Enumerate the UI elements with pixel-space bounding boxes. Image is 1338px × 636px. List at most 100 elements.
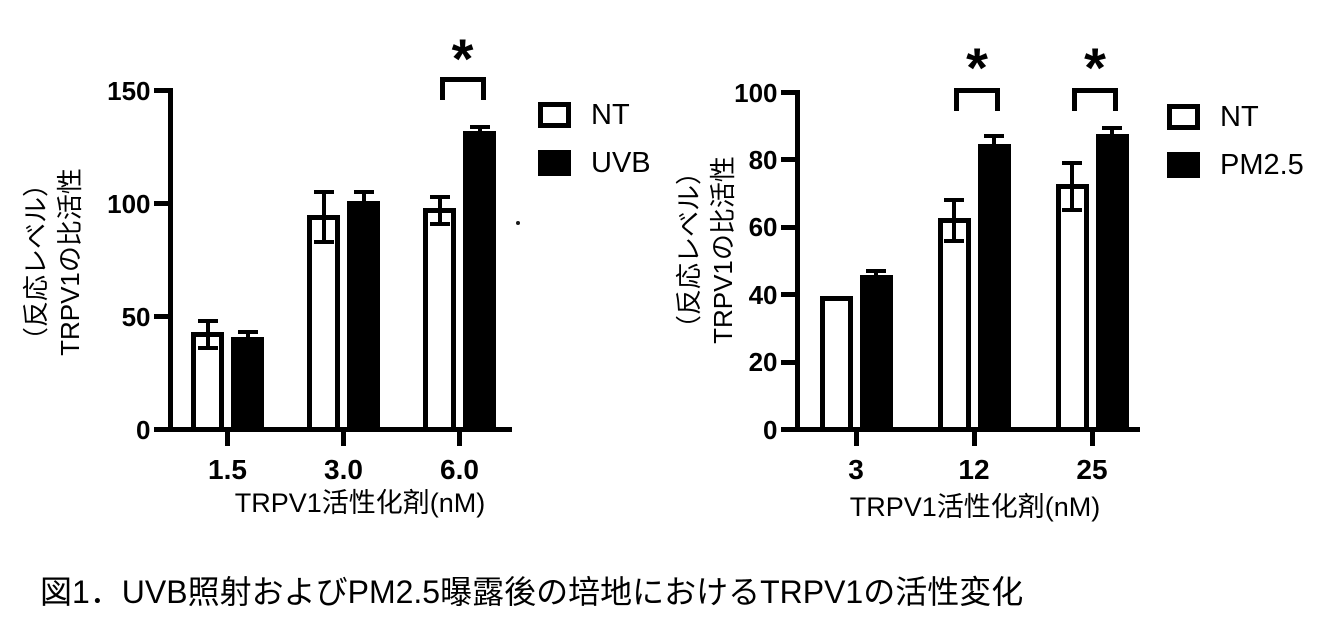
legend-swatch-pm25 xyxy=(1167,152,1200,178)
error-bar-cap-top xyxy=(866,269,886,274)
legend-item-uvb: UVB xyxy=(538,148,651,178)
x-axis-title-right: TRPV1活性化剤(nM) xyxy=(849,492,1101,522)
y-tick-mark xyxy=(154,88,168,93)
error-bar-cap-bottom xyxy=(353,212,374,217)
x-tick-mark xyxy=(971,432,977,446)
y-tick-mark xyxy=(781,292,795,298)
significance-bracket xyxy=(1072,88,1118,111)
y-axis-title-line2: （反応レベル） xyxy=(21,171,51,354)
error-bar-cap-top xyxy=(353,190,374,195)
error-bar-cap-bottom xyxy=(1102,142,1122,147)
legend-right: NT PM2.5 xyxy=(1167,102,1304,180)
error-bar-cap-top xyxy=(429,194,450,199)
error-bar-cap-bottom xyxy=(469,138,490,143)
legend-left: NT UVB xyxy=(538,100,651,178)
significance-bracket xyxy=(439,77,486,100)
significance-asterisk: * xyxy=(1084,36,1106,99)
x-tick-label: 6.0 xyxy=(440,453,479,485)
significance-asterisk: * xyxy=(451,27,474,90)
error-bar-cap-top xyxy=(984,134,1004,139)
y-tick-mark xyxy=(154,427,168,432)
bar-uvb-6.0 xyxy=(463,130,496,432)
error-bar-line xyxy=(1070,163,1074,211)
legend-label-pm25: PM2.5 xyxy=(1220,149,1304,181)
legend-swatch-nt xyxy=(538,102,571,128)
bar-pm2.5-25 xyxy=(1095,133,1129,432)
y-tick-label: 0 xyxy=(763,414,778,445)
x-axis-title-left: TRPV1活性化剤(nM) xyxy=(234,488,486,518)
legend-label-nt: NT xyxy=(591,99,630,131)
x-tick-mark xyxy=(341,432,346,446)
x-tick-mark xyxy=(853,432,859,446)
bar-pm2.5-3 xyxy=(859,275,893,432)
legend-swatch-uvb xyxy=(538,150,571,176)
bar-nt-3 xyxy=(819,295,853,432)
bar-nt-25 xyxy=(1055,184,1089,432)
error-bar-cap-bottom xyxy=(237,343,258,348)
y-axis-line xyxy=(795,90,800,432)
y-tick-mark xyxy=(154,314,168,319)
error-bar-line xyxy=(437,196,442,224)
error-bar-line xyxy=(1110,127,1114,145)
error-bar-cap-bottom xyxy=(1062,208,1082,213)
error-bar-line xyxy=(874,271,878,285)
error-bar-cap-top xyxy=(197,319,218,324)
y-axis-title-left: （反応レベル） TRPV1の比活性 xyxy=(19,132,91,392)
y-axis-line xyxy=(168,88,173,432)
bar-nt-3.0 xyxy=(307,214,340,432)
x-tick-mark xyxy=(1089,432,1095,446)
bar-uvb-3.0 xyxy=(347,201,380,432)
x-tick-mark xyxy=(225,432,230,446)
legend-label-uvb: UVB xyxy=(591,147,651,179)
error-bar-line xyxy=(361,192,366,215)
significance-bracket xyxy=(954,88,1000,111)
legend-item-pm25: PM2.5 xyxy=(1167,150,1304,180)
x-axis-line xyxy=(168,427,512,432)
error-bar-line xyxy=(992,136,996,157)
error-bar-cap-top xyxy=(313,190,334,195)
error-bar-cap-top xyxy=(1062,161,1082,166)
y-tick-label: 100 xyxy=(107,188,151,219)
error-bar-cap-top xyxy=(944,198,964,203)
y-tick-label: 0 xyxy=(136,414,151,445)
y-axis-title-line1: TRPV1の比活性 xyxy=(55,168,85,356)
error-bar-cap-bottom xyxy=(313,239,334,244)
bar-pm2.5-12 xyxy=(977,143,1011,432)
error-bar-cap-bottom xyxy=(984,154,1004,159)
error-bar-line xyxy=(477,126,482,141)
error-bar-line xyxy=(321,192,326,242)
significance-asterisk: * xyxy=(966,36,988,99)
y-tick-label: 50 xyxy=(121,301,151,332)
error-bar-cap-top xyxy=(469,124,490,129)
legend-label-nt: NT xyxy=(1220,101,1259,133)
x-tick-label: 1.5 xyxy=(208,453,247,485)
y-tick-mark xyxy=(781,90,795,95)
y-tick-label: 20 xyxy=(748,347,778,378)
error-bar-cap-bottom xyxy=(429,221,450,226)
y-tick-label: 150 xyxy=(107,75,151,106)
y-axis-title-line2: （反応レベル） xyxy=(674,159,704,342)
legend-swatch-nt xyxy=(1167,104,1200,130)
x-tick-label: 12 xyxy=(958,453,990,485)
error-bar-line xyxy=(952,200,956,241)
y-tick-label: 100 xyxy=(734,77,778,108)
error-bar-cap-bottom xyxy=(944,238,964,243)
x-tick-mark xyxy=(457,432,462,446)
y-tick-mark xyxy=(781,427,795,432)
y-tick-label: 40 xyxy=(748,279,778,310)
error-bar-line xyxy=(245,332,250,346)
figure-caption: 図1．UVB照射およびPM2.5曝露後の培地におけるTRPV1の活性変化 xyxy=(40,574,1024,610)
bar-uvb-1.5 xyxy=(231,336,264,432)
bar-nt-12 xyxy=(937,218,971,432)
error-bar-cap-top xyxy=(1102,125,1122,130)
error-bar-cap-bottom xyxy=(866,282,886,287)
legend-item-nt: NT xyxy=(1167,102,1304,132)
x-tick-label: 3 xyxy=(848,453,864,485)
legend-item-nt: NT xyxy=(538,100,651,130)
x-tick-label: 3.0 xyxy=(324,453,363,485)
y-tick-label: 60 xyxy=(748,212,778,243)
error-bar-cap-bottom xyxy=(197,346,218,351)
stray-dot xyxy=(516,221,520,225)
y-tick-mark xyxy=(781,224,795,230)
